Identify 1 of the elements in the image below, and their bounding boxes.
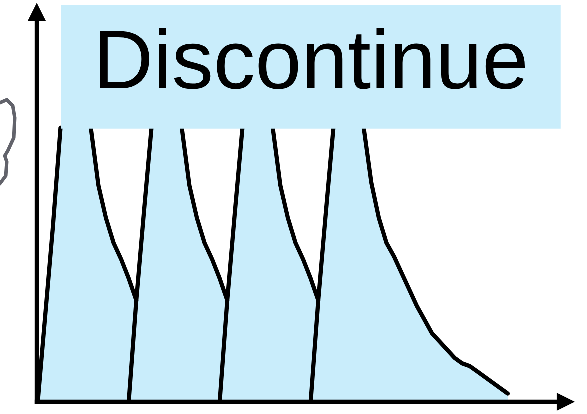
text: Discontinue [100,28,526,90]
